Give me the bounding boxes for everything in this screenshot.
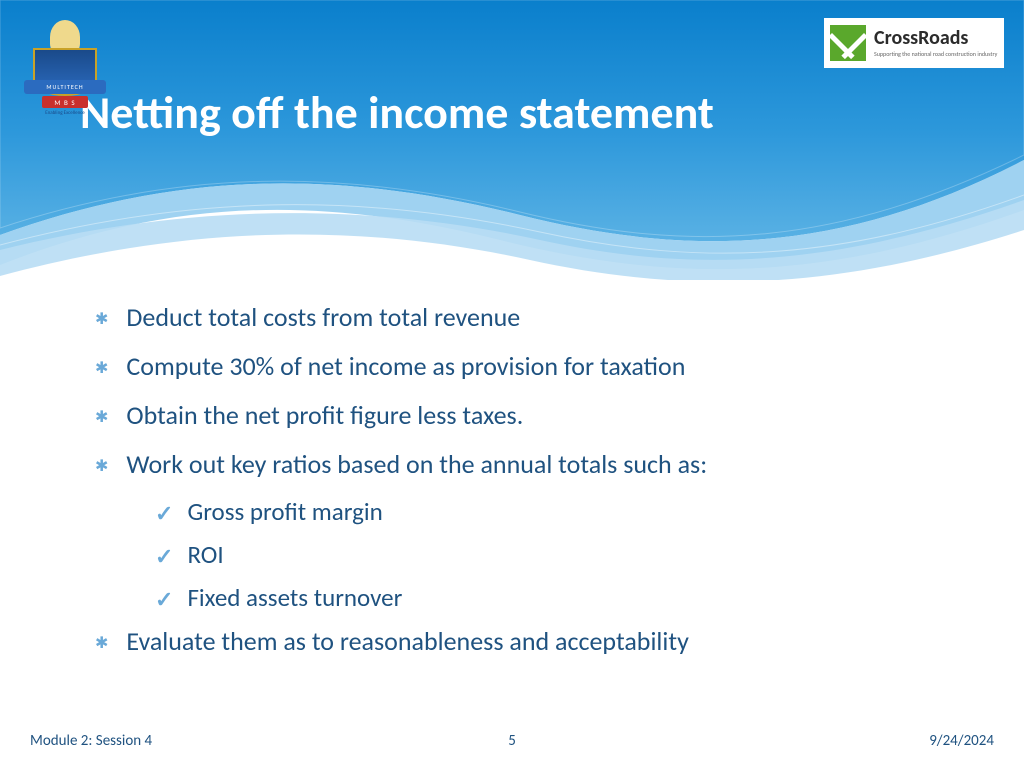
bullet-text: Work out key ratios based on the annual … <box>126 447 707 482</box>
sub-bullet-text: Gross profit margin <box>187 496 382 529</box>
sub-bullet-item: ✓ Gross profit margin <box>155 496 955 529</box>
crest-tagline: Enabling Excellence <box>30 110 100 116</box>
slide-body: ✱ Deduct total costs from total revenue … <box>95 300 955 673</box>
asterisk-icon: ✱ <box>95 309 108 331</box>
crossroads-text: CrossRoads <box>874 28 997 48</box>
asterisk-icon: ✱ <box>95 358 108 380</box>
bullet-item: ✱ Work out key ratios based on the annua… <box>95 447 955 482</box>
check-icon: ✓ <box>155 586 173 615</box>
multitech-crest-logo: MULTITECH M B S Enabling Excellence <box>20 20 120 120</box>
bullet-item: ✱ Obtain the net profit figure less taxe… <box>95 398 955 433</box>
sub-bullet-text: Fixed assets turnover <box>187 582 402 615</box>
check-icon: ✓ <box>155 500 173 529</box>
footer-module: Module 2: Session 4 <box>30 732 152 750</box>
bullet-text: Compute 30% of net income as provision f… <box>126 349 685 384</box>
sub-bullet-text: ROI <box>187 539 223 572</box>
crest-mbs-text: M B S <box>42 96 88 108</box>
bullet-text: Evaluate them as to reasonableness and a… <box>126 624 688 659</box>
crest-band-text: MULTITECH <box>24 80 106 94</box>
sub-bullet-item: ✓ Fixed assets turnover <box>155 582 955 615</box>
sub-bullet-list: ✓ Gross profit margin ✓ ROI ✓ Fixed asse… <box>155 496 955 614</box>
asterisk-icon: ✱ <box>95 456 108 478</box>
x-icon <box>830 25 866 61</box>
footer-date: 9/24/2024 <box>929 732 994 750</box>
crossroads-subtext: Supporting the national road constructio… <box>874 50 997 58</box>
crossroads-logo: CrossRoads Supporting the national road … <box>824 18 1004 68</box>
asterisk-icon: ✱ <box>95 407 108 429</box>
asterisk-icon: ✱ <box>95 633 108 655</box>
bullet-item: ✱ Compute 30% of net income as provision… <box>95 349 955 384</box>
bullet-text: Obtain the net profit figure less taxes. <box>126 398 523 433</box>
bullet-item: ✱ Deduct total costs from total revenue <box>95 300 955 335</box>
slide-title: Netting off the income statement <box>80 85 714 141</box>
footer-page-number: 5 <box>508 732 516 750</box>
check-icon: ✓ <box>155 543 173 572</box>
bullet-item: ✱ Evaluate them as to reasonableness and… <box>95 624 955 659</box>
slide-footer: Module 2: Session 4 5 9/24/2024 <box>0 732 1024 750</box>
sub-bullet-item: ✓ ROI <box>155 539 955 572</box>
bullet-text: Deduct total costs from total revenue <box>126 300 520 335</box>
